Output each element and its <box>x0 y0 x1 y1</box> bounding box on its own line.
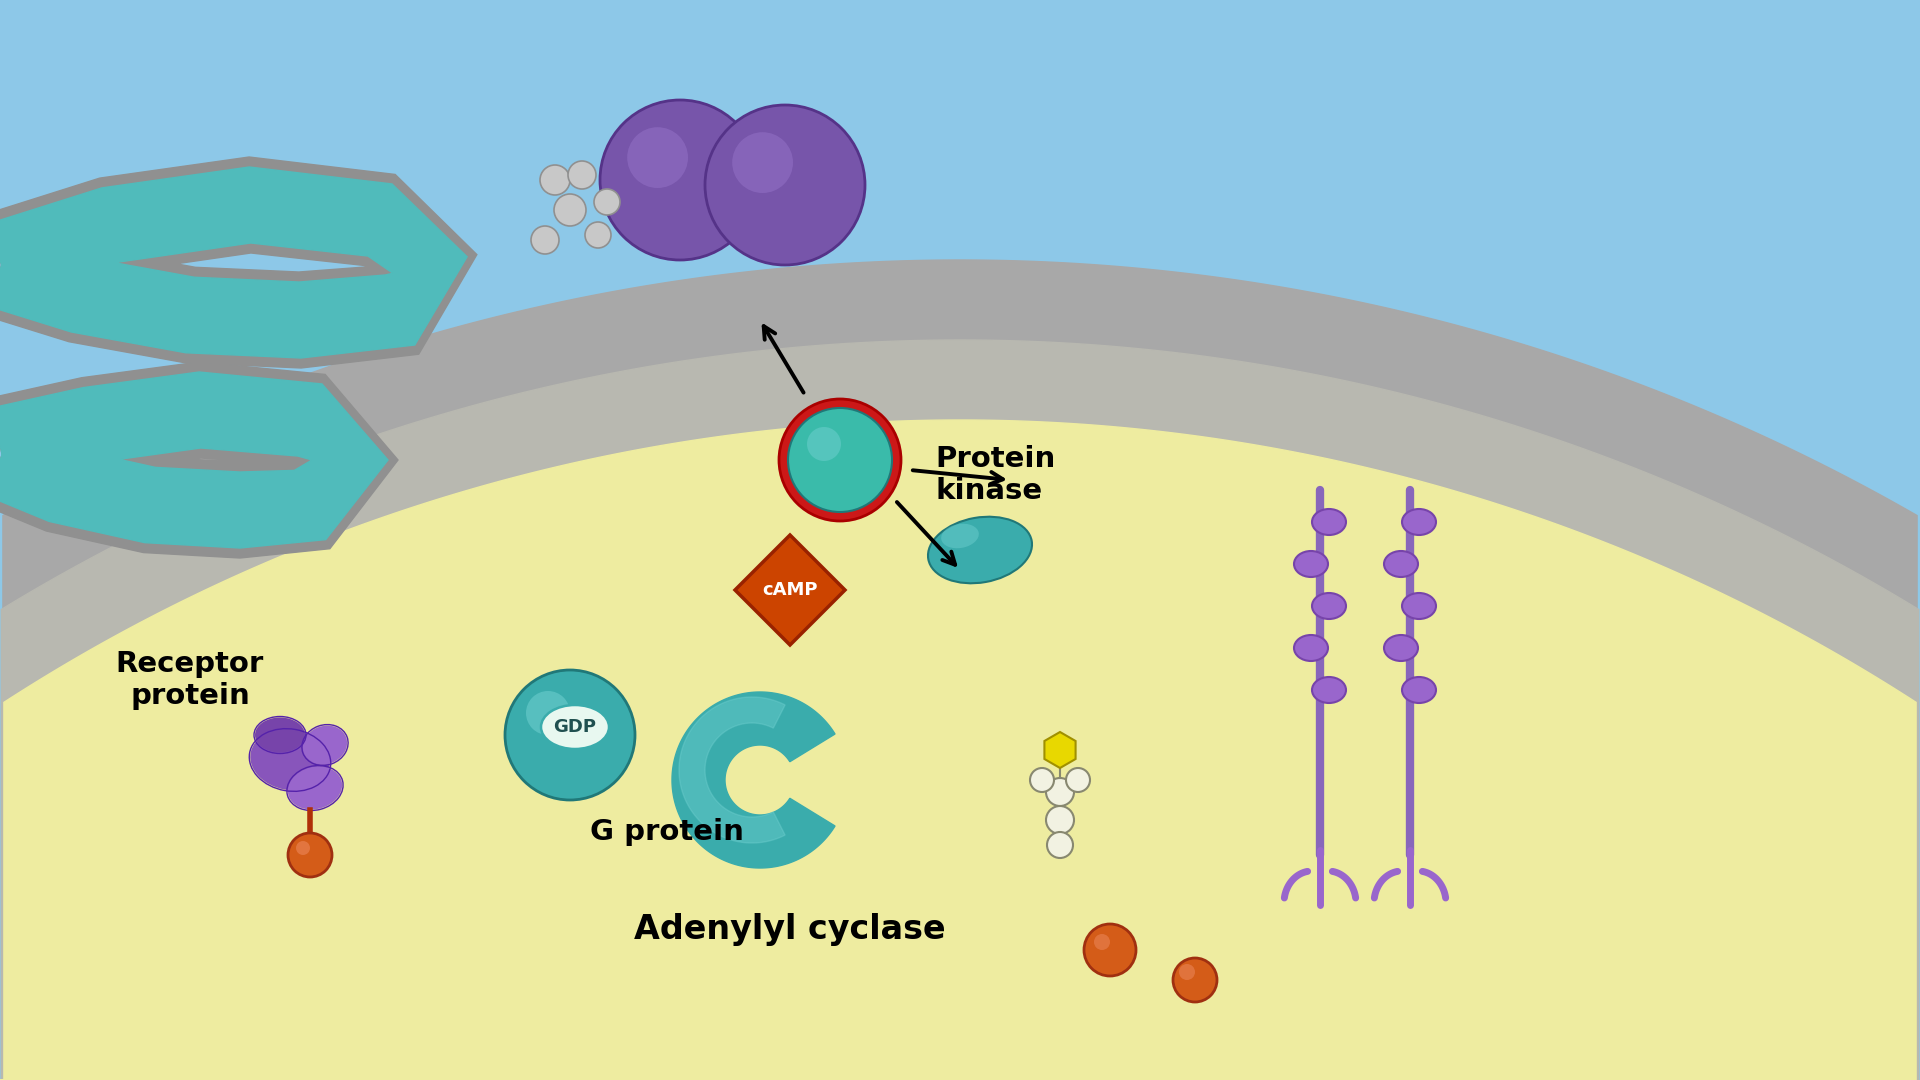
Ellipse shape <box>1311 593 1346 619</box>
Ellipse shape <box>255 717 305 753</box>
Polygon shape <box>0 372 388 548</box>
Circle shape <box>1046 806 1073 834</box>
Ellipse shape <box>941 524 979 549</box>
Ellipse shape <box>1311 677 1346 703</box>
Circle shape <box>1046 778 1073 806</box>
Circle shape <box>732 132 793 193</box>
Circle shape <box>540 165 570 195</box>
Circle shape <box>1046 832 1073 858</box>
Circle shape <box>1179 964 1194 980</box>
Circle shape <box>599 100 760 260</box>
Polygon shape <box>0 340 1918 1080</box>
Circle shape <box>505 670 636 800</box>
Circle shape <box>806 427 841 461</box>
Ellipse shape <box>288 767 342 810</box>
Polygon shape <box>0 362 397 558</box>
Ellipse shape <box>1402 509 1436 535</box>
Ellipse shape <box>1384 551 1419 577</box>
Circle shape <box>526 691 570 735</box>
Text: Adenylyl cyclase: Adenylyl cyclase <box>634 914 947 946</box>
Circle shape <box>568 161 595 189</box>
Circle shape <box>1029 768 1054 792</box>
Text: Protein
kinase: Protein kinase <box>935 445 1056 505</box>
Circle shape <box>705 105 866 265</box>
Circle shape <box>296 841 309 855</box>
Circle shape <box>1066 768 1091 792</box>
Circle shape <box>288 833 332 877</box>
Ellipse shape <box>1384 635 1419 661</box>
Text: Receptor
protein: Receptor protein <box>115 650 265 711</box>
Text: GDP: GDP <box>553 718 597 735</box>
Circle shape <box>1085 924 1137 976</box>
Polygon shape <box>680 697 785 843</box>
Polygon shape <box>0 157 476 368</box>
Ellipse shape <box>927 516 1033 583</box>
Circle shape <box>628 127 687 188</box>
Circle shape <box>780 399 900 521</box>
Circle shape <box>1173 958 1217 1002</box>
Ellipse shape <box>1294 635 1329 661</box>
Circle shape <box>1094 934 1110 950</box>
Circle shape <box>593 189 620 215</box>
Polygon shape <box>0 167 467 357</box>
Polygon shape <box>735 535 845 645</box>
Polygon shape <box>0 420 1916 1080</box>
Ellipse shape <box>1402 677 1436 703</box>
Circle shape <box>555 194 586 226</box>
Ellipse shape <box>1311 509 1346 535</box>
Polygon shape <box>1044 732 1075 768</box>
Text: G protein: G protein <box>589 818 743 846</box>
Polygon shape <box>0 260 1916 1080</box>
Circle shape <box>586 222 611 248</box>
Ellipse shape <box>1402 593 1436 619</box>
Polygon shape <box>672 692 835 868</box>
Circle shape <box>532 226 559 254</box>
Circle shape <box>787 408 893 512</box>
Text: cAMP: cAMP <box>762 581 818 599</box>
Ellipse shape <box>250 730 330 791</box>
Ellipse shape <box>1294 551 1329 577</box>
Ellipse shape <box>541 705 609 750</box>
Ellipse shape <box>303 726 348 765</box>
